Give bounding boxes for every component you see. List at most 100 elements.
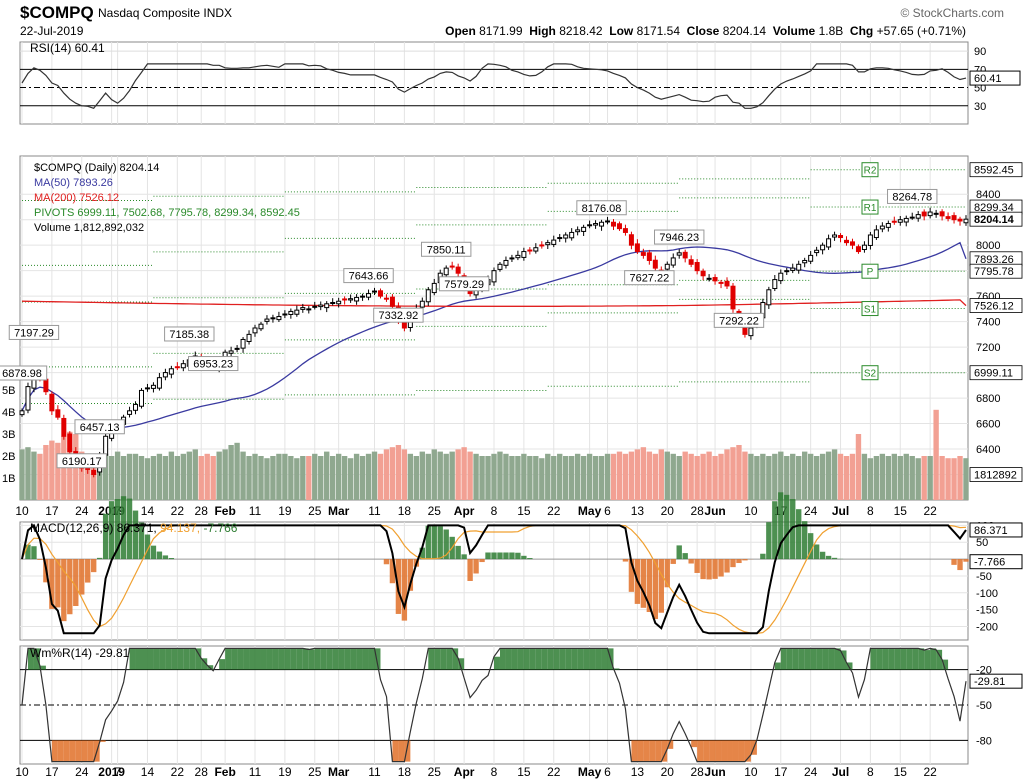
volume-bar [288,456,294,500]
wr-oversold-fill [697,740,704,762]
price-value-box [969,467,1023,482]
price-tick-label: 6400 [976,444,1000,456]
candle-body [377,290,383,297]
volume-bar [479,456,485,500]
open-label: Open [445,24,476,38]
volume-bar [736,445,742,500]
wr-overbought-fill [237,648,244,670]
macd-histogram-bar [724,559,730,573]
wr-overbought-fill [147,648,154,670]
volume-bar [628,451,635,500]
wr-overbought-fill [613,668,620,670]
wr-overbought-fill [571,648,578,670]
x-tick-label: Apr [454,765,475,779]
price-legend-item: PIVOTS 6999.11, 7502.68, 7795.78, 8299.3… [34,207,300,219]
volume-bar [664,451,670,500]
candle-body [945,216,951,219]
volume-bar [353,453,360,500]
brand-label[interactable]: © StockCharts.com [900,6,1004,20]
wr-overbought-fill [272,648,279,670]
candle-body [282,313,288,316]
macd-histogram-bar [168,558,175,560]
wr-overbought-fill [362,648,369,670]
price-value-label: 1812892 [974,470,1017,482]
wr-overbought-fill [936,649,943,670]
macd-histogram-bar [437,526,443,560]
x-tick-label: 22 [547,504,561,518]
wr-overbought-fill [523,648,530,670]
wr-overbought-fill [183,648,190,670]
macd-histogram-bar [25,544,31,560]
candle-body [557,237,563,240]
wr-oversold-fill [398,740,405,762]
volume-label: Volume [772,24,816,38]
candle-body [563,234,569,239]
macd-histogram-bar [467,559,473,581]
x-tick-label: 11 [368,504,381,518]
wr-oversold-fill [649,740,656,762]
wr-overbought-fill [577,648,584,670]
wr-oversold-fill [732,740,739,762]
volume-bar [652,453,659,500]
x-tick-label: 22 [923,504,937,518]
volume-bar [282,453,288,500]
candle-body [676,252,682,256]
volume-bar [431,449,437,500]
candle-body [569,231,575,239]
chart-header: $COMPQ Nasdaq Composite INDX 22-Jul-2019… [0,0,1024,42]
wr-overbought-fill [876,648,883,670]
x-tick-label: 18 [398,504,412,518]
x-tick-label: 22 [547,765,561,779]
wr-overbought-fill [27,648,34,670]
price-annotation: 7850.11 [427,244,466,256]
candle-body [527,249,533,252]
candle-body [820,244,826,251]
macd-histogram-bar [622,559,629,562]
volume-bar [879,453,886,500]
volume-bar [455,449,461,500]
price-value-box [969,211,1023,227]
candle-body [766,289,772,306]
macd-histogram-bar [132,510,139,560]
price-legend-item: MA(50) 7893.26 [34,177,113,189]
low-value: 8171.54 [636,24,680,38]
volume-bar [395,445,402,500]
candle-body [724,280,730,287]
wr-overbought-fill [888,648,895,670]
x-tick-label: 14 [141,765,155,779]
candle-body [688,259,694,265]
price-value-label: 8299.34 [974,202,1014,214]
wr-overbought-fill [452,648,459,670]
volume-bar [377,453,384,500]
volume-bar [114,451,121,500]
candle-body [336,300,342,305]
candle-body [909,216,915,219]
volume-bar [574,453,581,500]
macd-histogram-bar [85,559,91,583]
macd-histogram-bar [425,525,431,560]
volume-bar [640,447,647,500]
candle-body [814,249,820,254]
x-tick-label: 24 [804,504,818,518]
candle-body [372,290,378,293]
wr-overbought-fill [595,648,602,670]
wr-overbought-fill [816,648,823,670]
volume-tick-label: 3B [2,429,15,441]
candle-body [730,285,736,310]
candle-body [300,307,306,310]
price-value-box [969,298,1023,313]
x-tick-label: 24 [75,504,89,518]
wr-tick-label: -20 [976,665,992,677]
volume-bar [658,449,664,500]
wr-overbought-fill [338,648,345,670]
wr-overbought-fill [296,648,303,670]
candle-body [383,297,389,300]
x-tick-label: 6 [604,504,611,518]
volume-bar [825,451,832,500]
x-tick-label: 17 [45,765,59,779]
x-tick-label: Apr [454,504,475,518]
candle-body [784,270,790,273]
price-value-label: 7893.26 [974,254,1014,266]
volume-bar [55,442,61,500]
